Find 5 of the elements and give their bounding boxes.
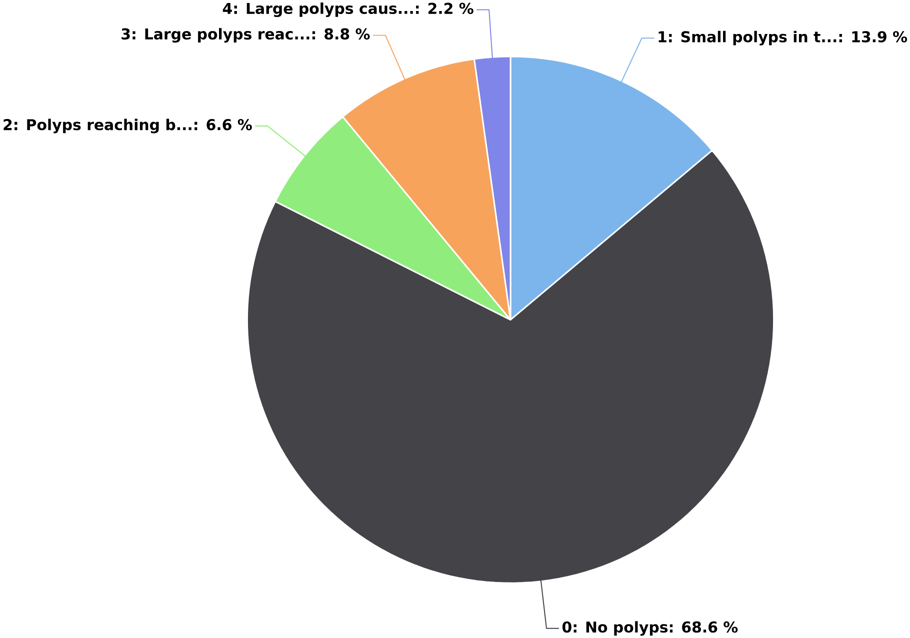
slice-label: 1: Small polyps in t...: 13.9 % — [658, 30, 908, 46]
slice-label: 0: No polyps: 68.6 % — [562, 621, 738, 636]
slice-label: 4: Large polyps caus...: 2.2 % — [222, 2, 474, 17]
slice-label: 3: Large polyps reac...: 8.8 % — [122, 28, 370, 42]
slice-label: 2: Polyps reaching b...: 6.6 % — [4, 118, 252, 134]
